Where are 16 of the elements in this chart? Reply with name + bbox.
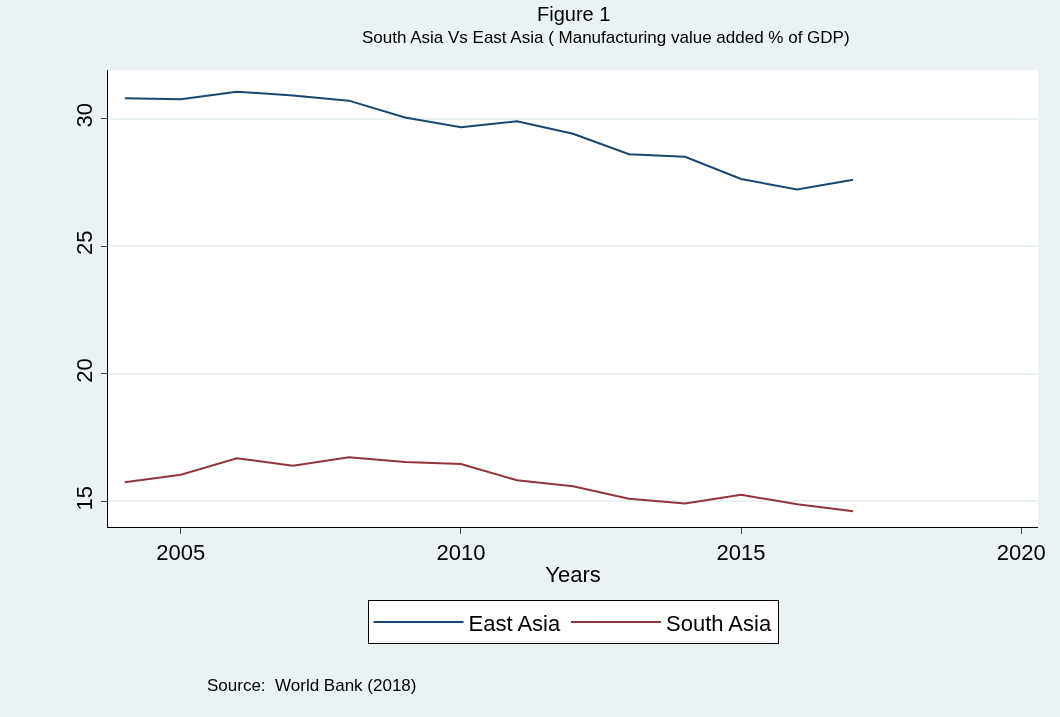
x-tick-label: 2020 — [996, 540, 1046, 566]
line-series — [123, 456, 855, 513]
x-tick-label: 2005 — [156, 540, 206, 566]
source-note: Source: World Bank (2018) — [207, 676, 417, 695]
x-axis-title: Years — [545, 562, 601, 588]
y-tick-label: 30 — [72, 102, 98, 128]
chart-title: Figure 1 — [537, 3, 611, 25]
y-tick-label: 15 — [72, 485, 98, 511]
y-tick-label: 20 — [72, 358, 98, 383]
line-series — [123, 90, 855, 191]
chart-subtitle: South Asia Vs East Asia ( Manufacturing value added % of GDP) — [362, 28, 850, 47]
x-tick-label: 2015 — [716, 540, 766, 566]
legend-label: South Asia — [665, 610, 772, 636]
y-tick-label: 25 — [72, 230, 98, 256]
x-tick-label: 2010 — [436, 540, 486, 566]
legend-label: East Asia — [468, 610, 561, 636]
